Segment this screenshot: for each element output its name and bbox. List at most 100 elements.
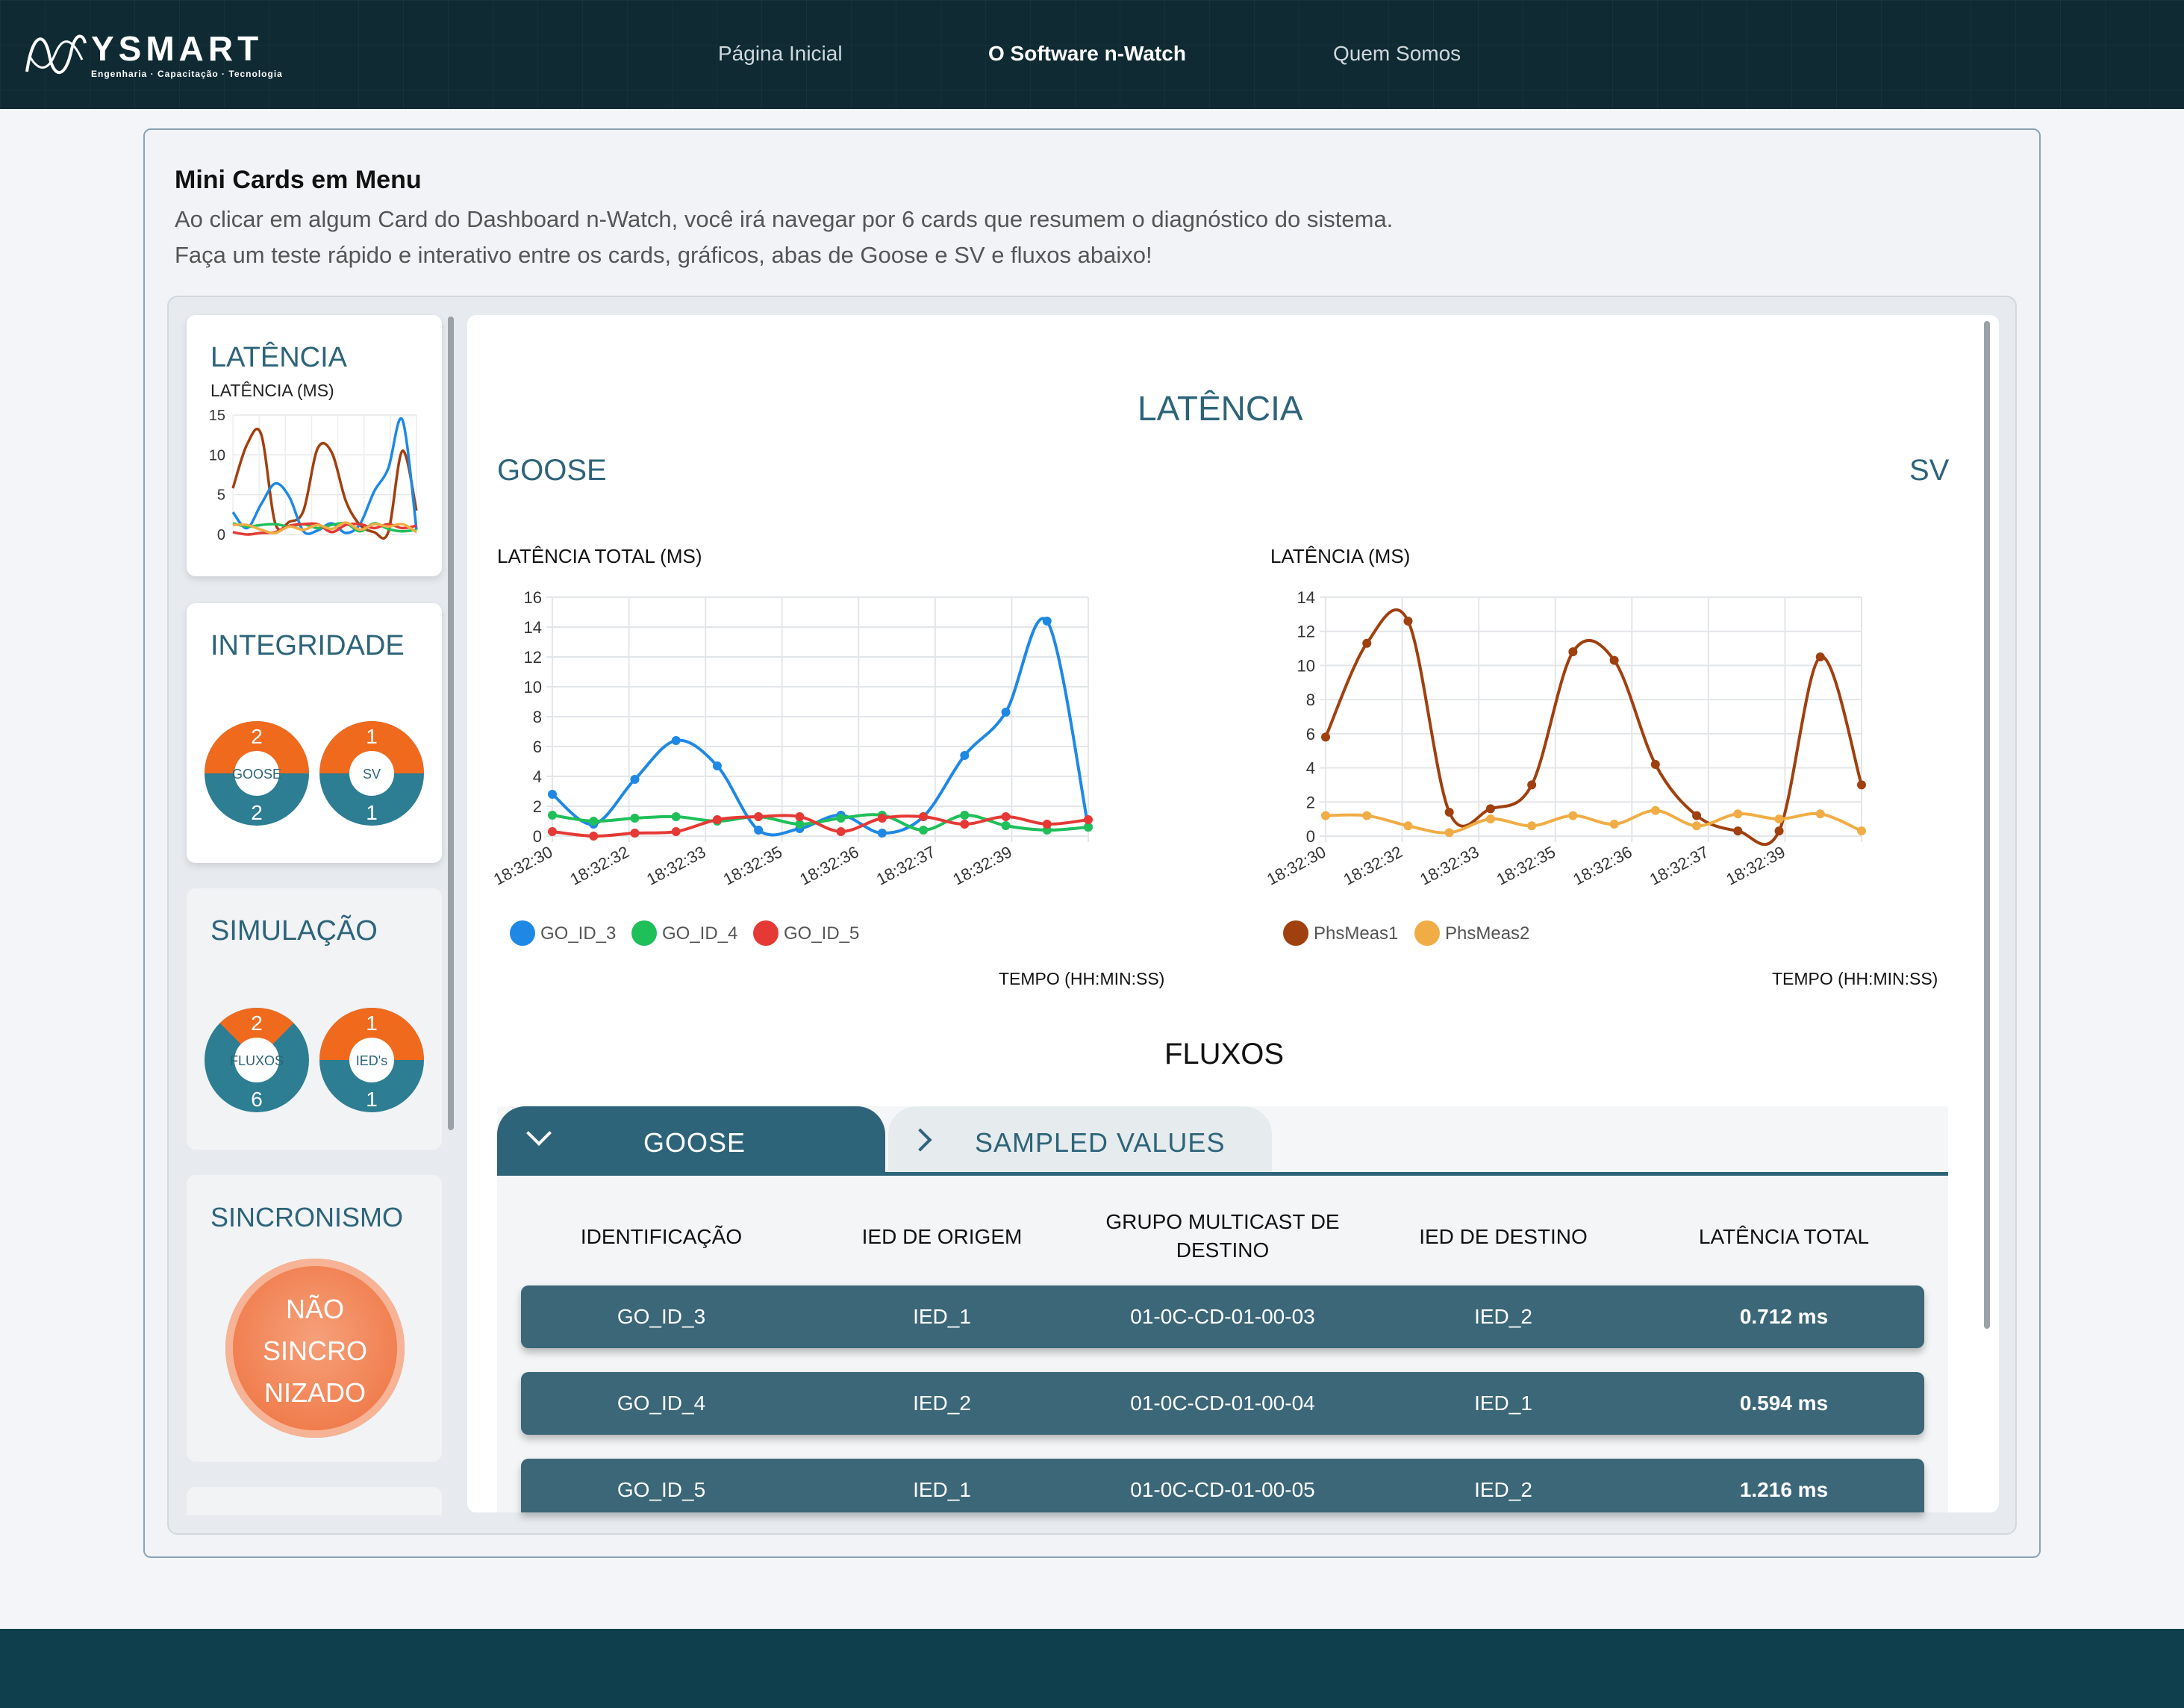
data-point (1485, 804, 1495, 814)
mini-card-sincronismo[interactable]: SINCRONISMO NÃO SINCRO NIZADO (187, 1175, 442, 1462)
goose-x-axis-label: TEMPO (HH:MIN:SS) (999, 969, 1165, 988)
nav-software-nwatch[interactable]: O Software n-Watch (988, 42, 1186, 65)
data-point (1042, 617, 1052, 626)
panel-title: LATÊNCIA (1138, 389, 1303, 428)
x-tick-label: 18:32:35 (1494, 842, 1559, 888)
cell-multicast: 01-0C-CD-01-00-04 (1130, 1391, 1315, 1415)
data-point (1362, 638, 1372, 648)
data-point (1609, 655, 1619, 665)
data-point (548, 811, 557, 820)
cell-multicast: 01-0C-CD-01-00-05 (1130, 1478, 1315, 1501)
integridade-donuts: 2 2 GOOSE 1 1 SV (205, 721, 424, 826)
mini-latency-chart: 15 10 5 0 (209, 408, 418, 543)
data-point (795, 812, 805, 821)
x-tick-label: 18:32:32 (567, 842, 632, 888)
y-tick-label: 10 (209, 447, 225, 464)
legend-swatch (1414, 920, 1440, 946)
cell-identificacao: GO_ID_3 (617, 1305, 706, 1328)
data-point (836, 814, 846, 823)
tab-goose-label: GOOSE (643, 1127, 746, 1158)
cell-ied-origem: IED_1 (913, 1305, 971, 1328)
x-tick-label: 18:32:39 (1723, 842, 1788, 888)
y-tick-label: 12 (524, 648, 542, 667)
donut-center-label: FLUXOS (230, 1053, 284, 1068)
data-point (1362, 811, 1372, 820)
sv-integrity-donut: 1 1 SV (319, 721, 424, 826)
brand-logo[interactable]: YSMART Engenharia · Capacitação · Tecnol… (22, 27, 283, 84)
donut-bottom-value: 6 (251, 1088, 263, 1111)
tab-sampled-values[interactable]: SAMPLED VALUES (888, 1106, 1272, 1175)
series-line-GO_ID_3 (551, 617, 1090, 837)
x-tick-label: 18:32:30 (1266, 842, 1329, 888)
donut-top-value: 1 (366, 1012, 378, 1035)
data-point (877, 829, 887, 838)
sync-status-line-3: NIZADO (263, 1377, 366, 1408)
data-point (548, 790, 557, 799)
data-point (712, 815, 722, 824)
x-tick-label: 18:32:33 (1417, 842, 1482, 888)
data-point (1733, 809, 1743, 819)
brand-tagline: Engenharia · Capacitação · Tecnologia (91, 69, 283, 79)
data-point (1692, 811, 1702, 820)
mini-card-next[interactable] (187, 1487, 442, 1515)
donut-hole (234, 751, 279, 796)
donut-top-value: 2 (251, 1012, 263, 1035)
header-latencia-total: LATÊNCIA TOTAL (1698, 1225, 1870, 1248)
data-point (1650, 760, 1660, 769)
data-point (548, 827, 557, 836)
x-tick-label: 18:32:32 (1341, 842, 1405, 888)
section-description-2: Faça um teste rápido e interativo entre … (175, 242, 1152, 268)
donut-top-value: 2 (251, 725, 263, 748)
data-point (1609, 820, 1619, 829)
data-point (1774, 814, 1784, 824)
sync-status-badge: NÃO SINCRO NIZADO (225, 1259, 405, 1438)
table-row[interactable]: GO_ID_4 IED_2 01-0C-CD-01-00-04 IED_1 0.… (521, 1372, 1924, 1435)
data-point (1084, 815, 1093, 824)
data-point (1084, 823, 1093, 832)
data-point (1001, 812, 1011, 821)
header-ied-origem: IED DE ORIGEM (861, 1225, 1023, 1248)
donut-center-label: GOOSE (232, 767, 281, 782)
data-point (630, 829, 640, 838)
chevron-right-icon (908, 1128, 932, 1152)
mini-card-simulacao[interactable]: SIMULAÇÃO 2 6 FLUXOS 1 1 IED's (187, 888, 442, 1150)
cell-latencia: 0.712 ms (1739, 1305, 1829, 1328)
data-point (1568, 647, 1578, 657)
header-ied-destino: IED DE DESTINO (1419, 1225, 1588, 1248)
donut-top-value: 1 (366, 725, 378, 748)
legend-swatch (510, 920, 535, 946)
legend-entry: PhsMeas1 (1314, 923, 1398, 944)
data-point (1692, 821, 1702, 831)
legend-entry: GO_ID_3 (540, 923, 616, 944)
legend-entry: PhsMeas2 (1445, 923, 1529, 944)
data-point (1857, 826, 1866, 836)
table-row[interactable]: GO_ID_3 IED_1 01-0C-CD-01-00-03 IED_2 0.… (521, 1285, 1924, 1348)
sidebar-scrollbar[interactable] (448, 317, 454, 1130)
data-point (1042, 820, 1052, 829)
mini-card-integridade[interactable]: INTEGRIDADE 2 2 GOOSE 1 1 SV (187, 603, 442, 863)
donut-center-label: SV (363, 767, 381, 782)
cell-ied-destino: IED_1 (1474, 1391, 1532, 1415)
donut-bottom-value: 1 (366, 1088, 378, 1111)
fluxos-donut: 2 6 FLUXOS (205, 1008, 309, 1112)
nav-quem-somos[interactable]: Quem Somos (1333, 42, 1461, 65)
panel-scrollbar[interactable] (1984, 321, 1990, 1329)
nav-pagina-inicial[interactable]: Página Inicial (718, 42, 843, 65)
mini-card-latencia[interactable]: LATÊNCIA LATÊNCIA (MS) 15 10 5 0 (187, 315, 442, 576)
legend-entry: GO_ID_4 (662, 923, 737, 944)
donut-segment (205, 721, 309, 773)
donut-bottom-value: 1 (366, 801, 378, 824)
data-point (795, 820, 805, 829)
legend-swatch (1283, 920, 1308, 946)
tab-goose[interactable]: GOOSE (497, 1106, 885, 1175)
data-point (877, 814, 887, 823)
table-row[interactable]: GO_ID_5 IED_1 01-0C-CD-01-00-05 IED_2 1.… (521, 1459, 1924, 1512)
x-tick-label: 18:32:39 (949, 842, 1014, 888)
data-point (960, 820, 970, 829)
legend-swatch (753, 920, 779, 946)
y-tick-label: 14 (524, 618, 542, 637)
x-tick-label: 18:32:33 (643, 842, 708, 888)
y-tick-label: 4 (533, 767, 542, 786)
data-point (1733, 826, 1743, 836)
sv-section-label: SV (1909, 454, 1950, 487)
